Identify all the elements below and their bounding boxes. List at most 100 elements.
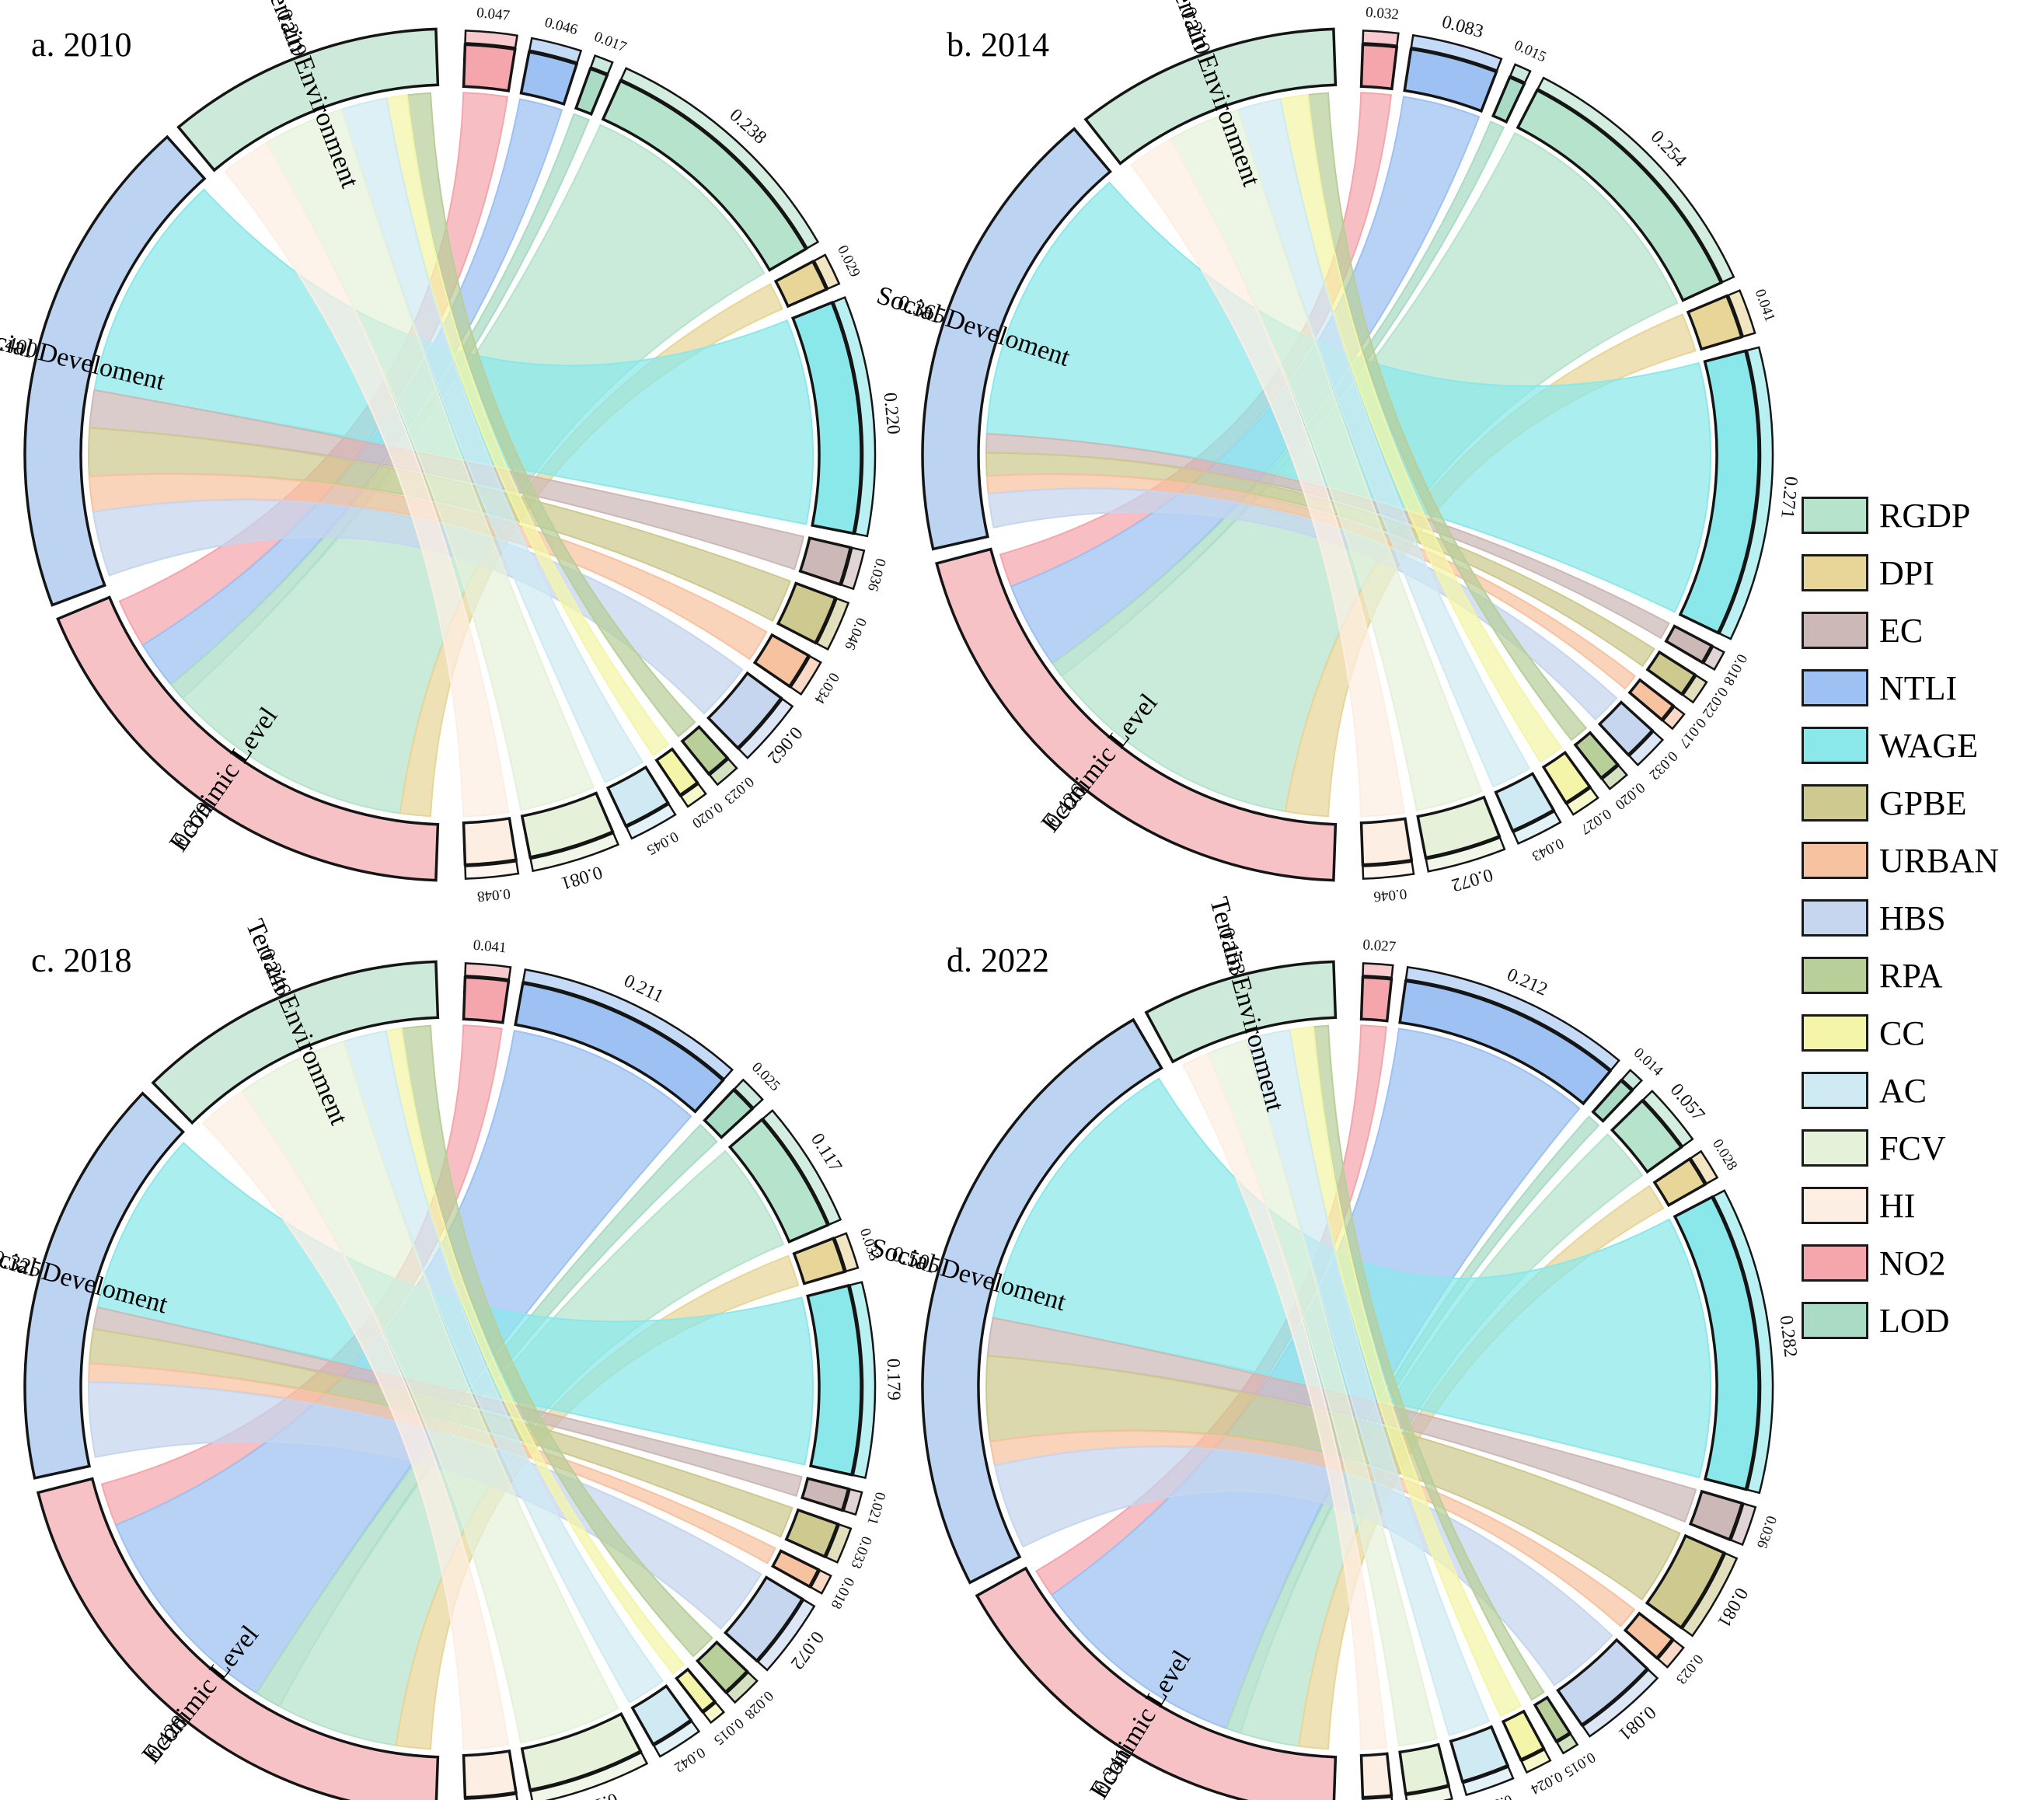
segment-ntli xyxy=(519,50,579,106)
segment-ec xyxy=(800,1477,850,1512)
legend-label: HI xyxy=(1879,1186,1916,1225)
segment-band-ec xyxy=(1702,644,1725,672)
segment-ntli xyxy=(514,982,725,1114)
legend-label: WAGE xyxy=(1879,726,1979,765)
segment-hi xyxy=(462,816,518,867)
legend-label: HBS xyxy=(1879,898,1946,937)
legend-swatch xyxy=(1802,1302,1868,1339)
value-label-cc: 0.027 xyxy=(1578,805,1614,837)
legend-swatch xyxy=(1802,669,1868,706)
segment-band-lod xyxy=(733,1078,764,1110)
ribbon-hi xyxy=(201,1090,510,1750)
segment-band-dpi xyxy=(1689,1149,1719,1185)
segment-band-no2 xyxy=(1362,30,1400,47)
value-label-wage: 0.282 xyxy=(1776,1314,1801,1359)
segment-wage xyxy=(790,301,863,535)
legend-item-urban: URBAN xyxy=(1802,832,1999,889)
ribbons xyxy=(88,1024,814,1750)
value-label-cc: 0.024 xyxy=(1528,1768,1565,1798)
segment-ec xyxy=(1664,624,1714,665)
segment-band-wage xyxy=(1711,1189,1774,1495)
legend-label: NTLI xyxy=(1879,668,1958,707)
legend-swatch xyxy=(1802,1187,1868,1224)
segment-gpbe xyxy=(776,581,838,645)
legend-item-fcv: FCV xyxy=(1802,1119,1999,1177)
value-label-ec: 0.018 xyxy=(1720,651,1750,689)
segment-hi xyxy=(1359,817,1414,867)
segment-rpa xyxy=(1533,1695,1572,1743)
segment-band-ec xyxy=(840,546,866,591)
segment-band-gpbe xyxy=(815,597,850,651)
segment-band-fcv xyxy=(529,832,620,873)
legend-swatch xyxy=(1802,957,1868,994)
value-label-dpi: 0.028 xyxy=(1709,1136,1740,1173)
value-label-ec: 0.036 xyxy=(1753,1514,1780,1551)
segment-hbs xyxy=(723,1575,804,1663)
segment-gpbe xyxy=(1645,1533,1726,1630)
group-arc-el xyxy=(36,1477,440,1800)
value-label-gpbe: 0.033 xyxy=(847,1534,874,1571)
segment-band-wage xyxy=(848,1281,877,1479)
segment-band-lod xyxy=(1620,1069,1644,1091)
segment-band-hi xyxy=(1362,860,1415,880)
segment-fcv xyxy=(520,791,615,860)
segment-band-rpa xyxy=(708,757,738,787)
segment-rpa xyxy=(695,1640,749,1694)
legend-item-rgdp: RGDP xyxy=(1802,487,1999,544)
segment-band-urban xyxy=(1656,1638,1685,1669)
legend-label: NO2 xyxy=(1879,1244,1946,1282)
legend-label: RGDP xyxy=(1879,496,1971,535)
ribbon-hi xyxy=(1129,138,1405,818)
value-label-wage: 0.179 xyxy=(883,1359,904,1401)
segment-band-hi xyxy=(464,1792,518,1800)
segment-band-cc xyxy=(702,1701,726,1725)
value-label-fcv: 0.081 xyxy=(559,862,605,894)
segment-band-wage xyxy=(1718,346,1774,640)
segment-cc xyxy=(1541,750,1592,805)
segment-band-gpbe xyxy=(1681,674,1708,704)
segment-hi xyxy=(1359,1752,1393,1799)
value-label-fcv: 0.072 xyxy=(1449,864,1495,895)
ribbons xyxy=(985,1024,1711,1750)
segment-wage xyxy=(1678,349,1760,635)
value-label-wage: 0.220 xyxy=(880,392,904,435)
segment-band-wage xyxy=(832,296,877,538)
legend-label: GPBE xyxy=(1879,783,1967,822)
legend-label: LOD xyxy=(1879,1301,1950,1340)
group-arc-sd xyxy=(23,134,207,607)
legend-item-cc: CC xyxy=(1802,1004,1999,1062)
segment-lod xyxy=(703,1087,755,1139)
group-arc-te xyxy=(1144,960,1338,1064)
legend-item-ec: EC xyxy=(1802,602,1999,659)
segment-band-ac xyxy=(625,802,677,840)
segment-band-hi xyxy=(1362,1795,1393,1800)
segment-dpi xyxy=(1686,294,1744,351)
segment-wage xyxy=(806,1283,863,1477)
group-arc-el xyxy=(56,595,440,882)
chord-panel-4: d. 2022 0.0270.2120.0140.0570.0280.2820.0… xyxy=(867,894,1801,1800)
segment-band-rgdp xyxy=(619,67,820,250)
segment-band-lod xyxy=(1509,63,1532,84)
value-label-lod: 0.015 xyxy=(1512,37,1549,66)
value-label-gpbe: 0.022 xyxy=(1699,684,1731,720)
segment-band-rgdp xyxy=(1536,76,1735,284)
segment-band-no2 xyxy=(464,962,512,981)
segment-band-rpa xyxy=(725,1670,759,1704)
segment-no2 xyxy=(462,43,517,92)
legend-item-no2: NO2 xyxy=(1802,1234,1999,1292)
value-label-ac: 0.045 xyxy=(1477,1791,1514,1800)
group-arc-el xyxy=(935,547,1338,882)
value-label-wage: 0.271 xyxy=(1777,476,1801,519)
value-label-no2: 0.032 xyxy=(1365,4,1399,23)
legend-label: AC xyxy=(1879,1071,1927,1110)
ribbons xyxy=(985,92,1711,818)
segment-band-ac xyxy=(1512,810,1562,846)
segment-dpi xyxy=(792,1237,846,1285)
segment-cc xyxy=(1501,1709,1546,1762)
value-label-dpi: 0.041 xyxy=(1752,287,1778,323)
segment-band-urban xyxy=(1661,705,1686,731)
value-label-cc: 0.020 xyxy=(689,799,726,832)
segment-band-cc xyxy=(1565,786,1599,816)
segment-no2 xyxy=(462,975,511,1024)
